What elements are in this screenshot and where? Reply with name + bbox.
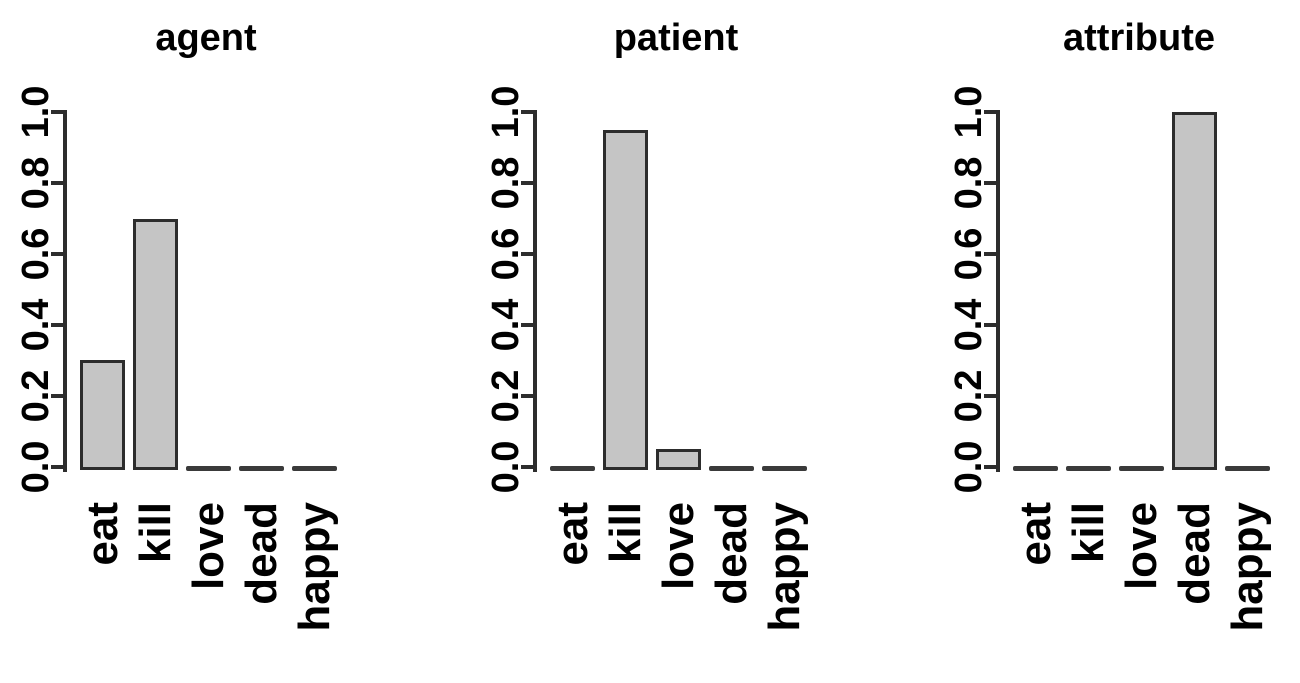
x-label-attribute-eat: eat xyxy=(1010,502,1060,566)
y-axis-line xyxy=(63,110,67,472)
y-tick-label: 0.2 xyxy=(948,369,990,423)
y-tick xyxy=(521,110,537,114)
chart-title: attribute xyxy=(1063,17,1215,59)
x-label-attribute-kill: kill xyxy=(1063,502,1113,564)
zero-bar-attribute-kill xyxy=(1066,466,1111,471)
zero-bar-agent-happy xyxy=(292,466,337,471)
y-tick-label: 0.0 xyxy=(948,440,990,494)
y-tick-label: 0.8 xyxy=(948,156,990,210)
y-tick xyxy=(51,252,67,256)
bar-agent-eat xyxy=(80,360,125,470)
zero-bar-agent-dead xyxy=(239,466,284,471)
x-label-attribute-dead: dead xyxy=(1169,502,1219,605)
zero-bar-agent-love xyxy=(186,466,231,471)
bar-patient-love xyxy=(656,449,701,470)
bar-agent-kill xyxy=(133,219,178,470)
y-tick xyxy=(521,323,537,327)
y-tick-label: 0.6 xyxy=(948,227,990,281)
y-tick xyxy=(51,110,67,114)
y-tick xyxy=(51,323,67,327)
y-tick xyxy=(521,394,537,398)
y-tick xyxy=(521,252,537,256)
y-tick xyxy=(521,465,537,469)
y-tick-label: 0.4 xyxy=(948,298,990,352)
zero-bar-patient-eat xyxy=(550,466,595,471)
zero-bar-attribute-love xyxy=(1119,466,1164,471)
x-label-attribute-happy: happy xyxy=(1222,502,1272,632)
y-tick xyxy=(984,110,1000,114)
zero-bar-patient-happy xyxy=(762,466,807,471)
y-tick xyxy=(984,181,1000,185)
y-axis-line xyxy=(533,110,537,472)
y-tick xyxy=(984,252,1000,256)
y-tick xyxy=(984,394,1000,398)
zero-bar-patient-dead xyxy=(709,466,754,471)
y-tick-label: 1.0 xyxy=(948,85,990,139)
chart-title: patient xyxy=(613,17,739,59)
y-tick xyxy=(51,465,67,469)
y-axis-line xyxy=(996,110,1000,472)
zero-bar-attribute-eat xyxy=(1013,466,1058,471)
y-tick xyxy=(51,181,67,185)
x-label-attribute-love: love xyxy=(1116,502,1166,591)
y-tick xyxy=(521,181,537,185)
y-tick xyxy=(51,394,67,398)
bar-patient-kill xyxy=(603,130,648,470)
bar-attribute-dead xyxy=(1172,112,1217,470)
y-tick xyxy=(984,465,1000,469)
zero-bar-attribute-happy xyxy=(1225,466,1270,471)
chart-title: agent xyxy=(155,17,257,59)
y-tick xyxy=(984,323,1000,327)
